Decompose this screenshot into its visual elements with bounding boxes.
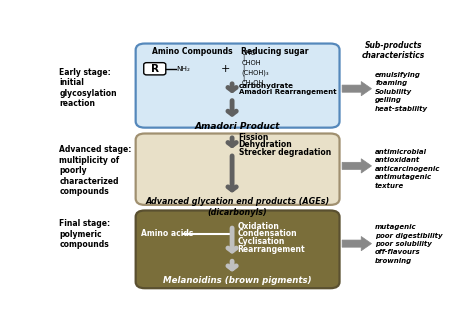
Text: foaming: foaming [375,80,407,86]
FancyBboxPatch shape [136,211,339,288]
Text: |: | [242,55,244,62]
Text: emulsifying: emulsifying [375,72,421,78]
Polygon shape [342,81,372,96]
Text: Amino acids: Amino acids [141,229,193,238]
Text: CHOH: CHOH [242,60,261,66]
Polygon shape [342,159,372,173]
Text: poor digestibility: poor digestibility [375,232,443,239]
Text: Dehydration: Dehydration [239,140,292,149]
Text: carbohydrate: carbohydrate [239,83,294,89]
FancyBboxPatch shape [144,63,166,75]
Text: Strecker degradation: Strecker degradation [239,148,331,157]
Text: Sub-products
characteristics: Sub-products characteristics [362,41,425,60]
Text: CH₂OH: CH₂OH [242,80,264,86]
Text: browning: browning [375,258,412,264]
Polygon shape [342,236,372,251]
Text: anticarcinogenic: anticarcinogenic [375,166,440,172]
FancyBboxPatch shape [136,133,339,205]
Text: Amino Compounds: Amino Compounds [153,47,233,56]
Text: +: + [221,64,230,74]
Text: CHO: CHO [242,50,256,56]
Text: texture: texture [375,182,404,189]
Text: Amadori Product: Amadori Product [195,122,280,131]
Text: Rearrangement: Rearrangement [237,245,305,254]
Text: |: | [242,65,244,72]
Text: antimutagenic: antimutagenic [375,174,432,180]
Text: Cyclisation: Cyclisation [237,237,284,246]
Text: Condensation: Condensation [237,229,297,238]
Text: antimicrobial: antimicrobial [375,149,427,155]
Text: off-flavours: off-flavours [375,249,421,255]
Text: Amadori Rearrangement: Amadori Rearrangement [239,89,337,95]
Text: Melanoidins (brown pigments): Melanoidins (brown pigments) [163,276,312,285]
FancyBboxPatch shape [136,44,339,128]
Text: Early stage:
initial
glycosylation
reaction: Early stage: initial glycosylation react… [59,68,117,108]
Text: Advanced stage:
multiplicity of
poorly
characterized
compounds: Advanced stage: multiplicity of poorly c… [59,146,132,196]
Text: Reducing sugar: Reducing sugar [240,47,308,56]
Text: Oxidation: Oxidation [237,222,279,231]
Text: Final stage:
polymeric
compounds: Final stage: polymeric compounds [59,219,110,249]
Text: mutagenic: mutagenic [375,224,417,230]
Text: Solubility: Solubility [375,89,412,95]
Text: antioxidant: antioxidant [375,157,420,163]
Text: heat-stability: heat-stability [375,106,428,112]
Text: |: | [242,75,244,82]
Text: gelling: gelling [375,97,402,103]
Text: NH₂: NH₂ [176,66,190,72]
Text: Fission: Fission [239,133,269,142]
Text: poor solubility: poor solubility [375,241,432,247]
Text: Advanced glycation end products (AGEs)
(dicarbonyls): Advanced glycation end products (AGEs) (… [146,197,329,216]
Text: (CHOH)₃: (CHOH)₃ [242,70,269,76]
Text: R: R [151,64,159,74]
